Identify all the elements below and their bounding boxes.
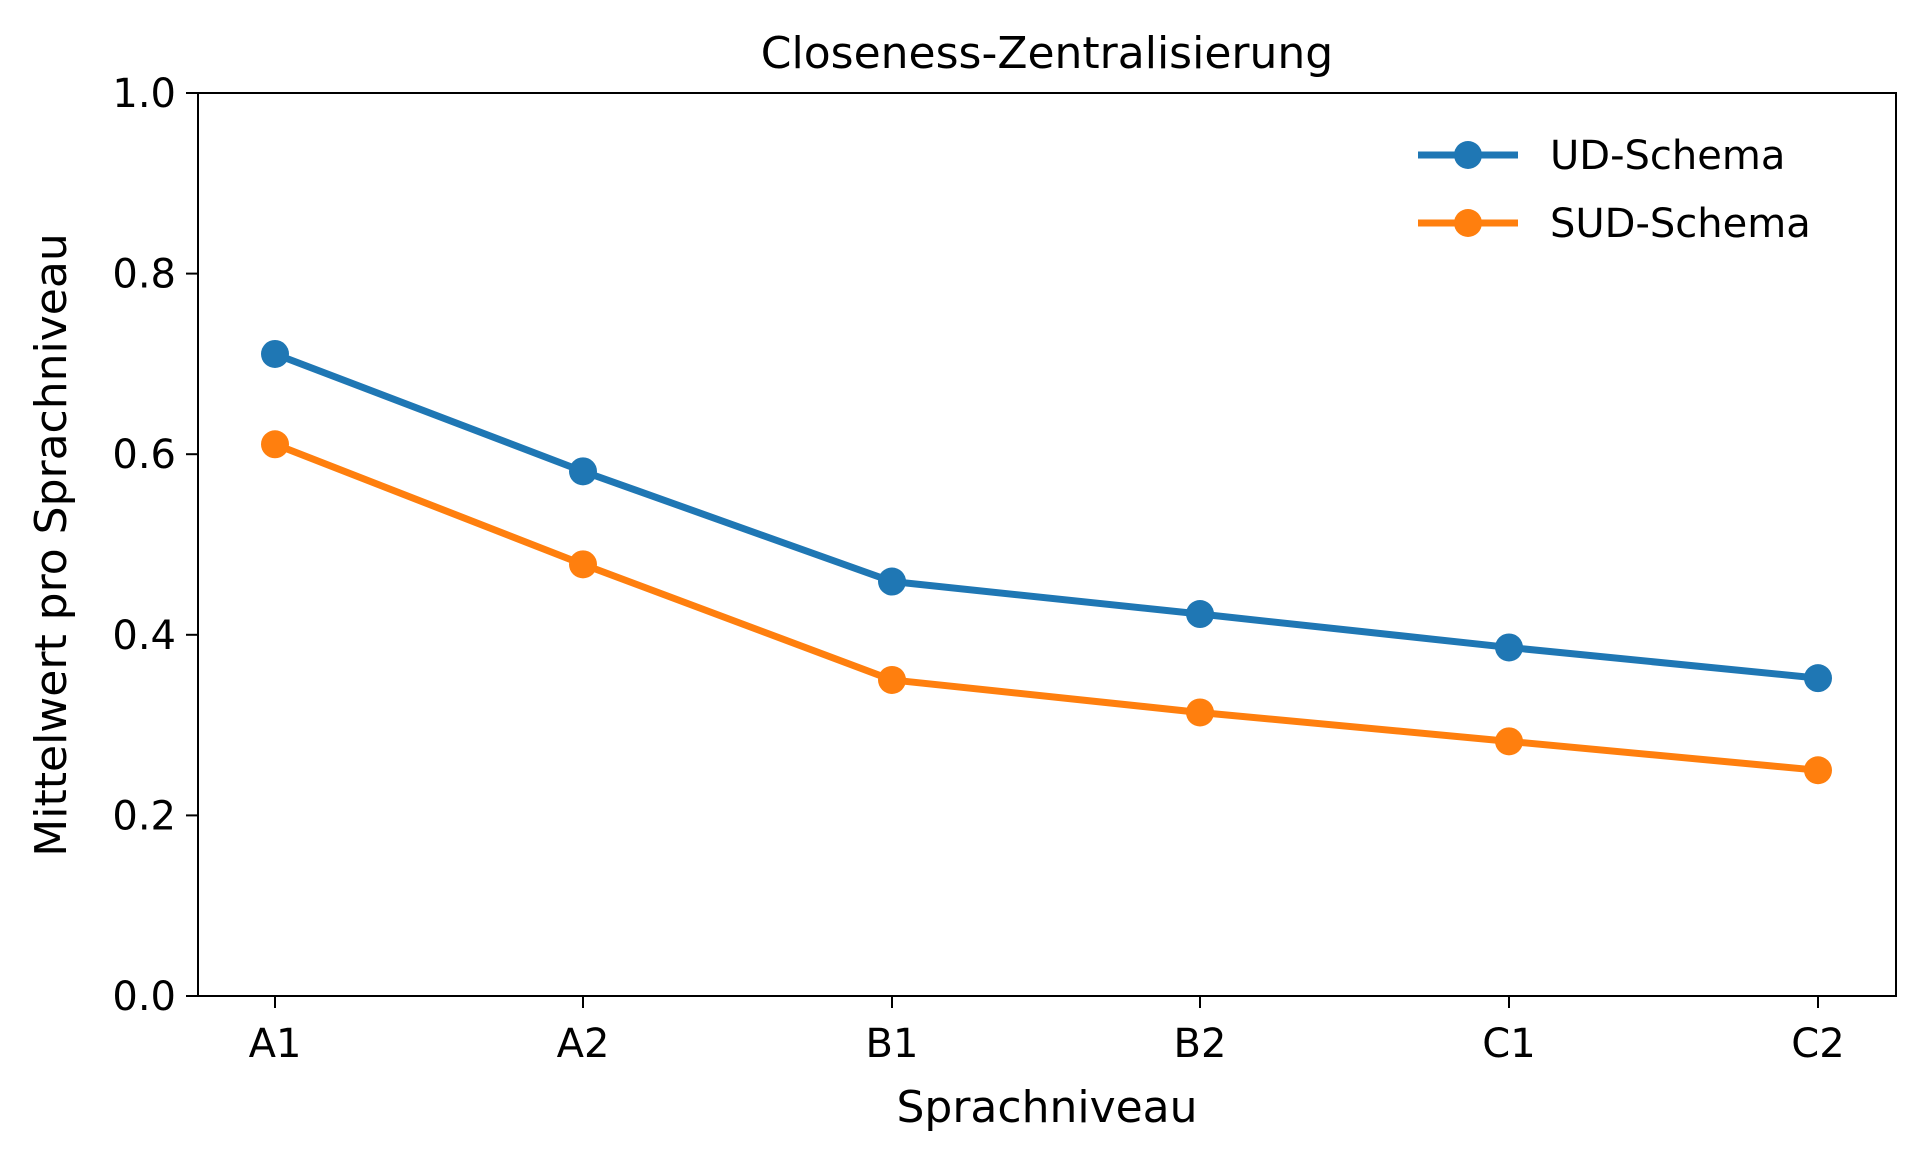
data-point [261, 339, 289, 368]
y-tick-label: 0.6 [112, 432, 176, 478]
data-point [1804, 664, 1832, 693]
series-layer [261, 339, 1832, 785]
legend-marker [1454, 141, 1482, 169]
data-point [1495, 727, 1523, 756]
x-tick-label: C2 [1791, 1021, 1844, 1067]
y-tick-label: 0.4 [112, 613, 176, 659]
legend: UD-Schema SUD-Schema [1418, 133, 1811, 247]
x-tick-label: C1 [1482, 1021, 1535, 1067]
data-point [1495, 633, 1523, 662]
x-tick-label: B2 [1174, 1021, 1227, 1067]
y-tick-label: 1.0 [112, 71, 176, 117]
data-point [569, 457, 597, 486]
x-axis-label: Sprachniveau [896, 1082, 1197, 1133]
legend-label: SUD-Schema [1550, 201, 1811, 247]
y-tick-label: 0.2 [112, 793, 176, 839]
legend-entry: UD-Schema [1418, 133, 1785, 179]
legend-marker [1454, 209, 1482, 237]
series-line [270, 349, 1822, 682]
series-line [270, 439, 1822, 775]
legend-entry: SUD-Schema [1418, 201, 1811, 247]
data-point [878, 567, 906, 596]
y-tick-label: 0.8 [112, 252, 176, 298]
data-point [1804, 756, 1832, 785]
axis-ticks: A1 A2 B1 B2 C1 C2 0.0 0.2 0.4 0.6 0.8 1.0 [112, 71, 1844, 1067]
plot-frame [197, 92, 1897, 997]
chart-title: Closeness-Zentralisierung [761, 28, 1333, 79]
y-axis-label: Mittelwert pro Sprachniveau [26, 233, 77, 856]
data-point [1186, 698, 1214, 727]
x-tick-label: A1 [249, 1021, 302, 1067]
x-tick-label: A2 [557, 1021, 610, 1067]
data-point [261, 430, 289, 459]
x-tick-label: B1 [866, 1021, 919, 1067]
legend-label: UD-Schema [1550, 133, 1785, 179]
y-tick-label: 0.0 [112, 974, 176, 1020]
series-ud-schema [261, 339, 1832, 693]
data-point [878, 665, 906, 694]
series-sud-schema [261, 430, 1832, 785]
data-point [1186, 600, 1214, 629]
data-point [569, 550, 597, 579]
